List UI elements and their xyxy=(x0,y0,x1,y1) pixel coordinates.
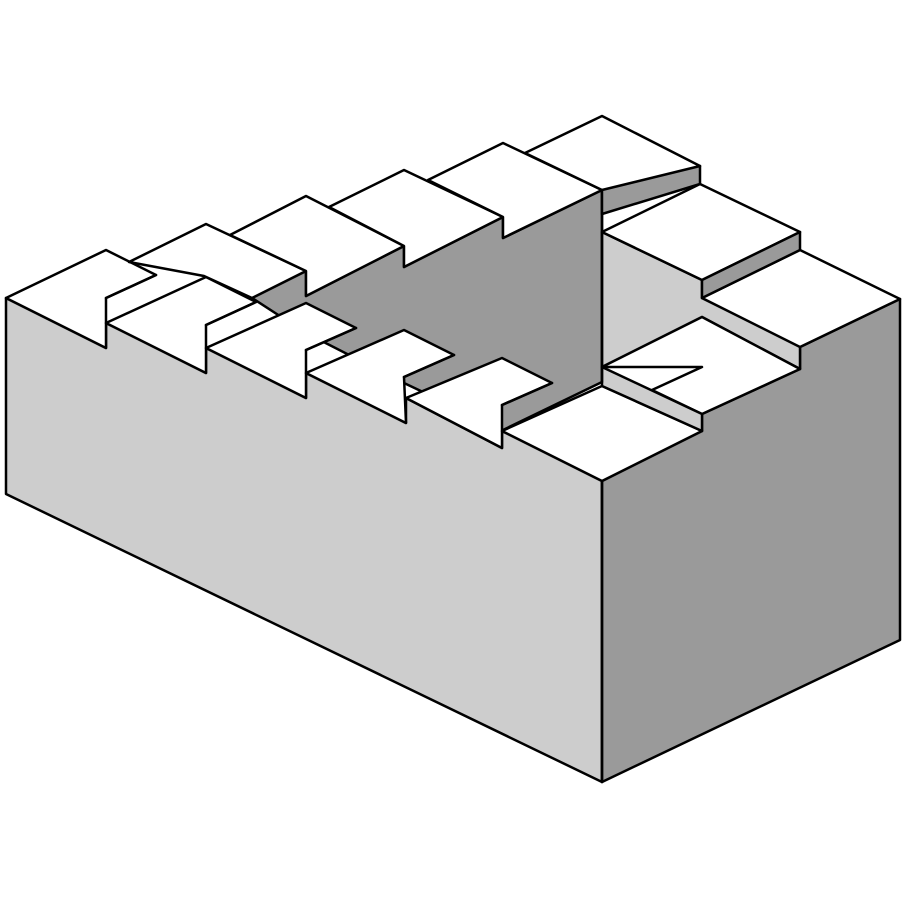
riser-a xyxy=(600,164,702,216)
edge-step-seams-front xyxy=(104,273,158,300)
edge-step-seams-front-2 xyxy=(204,300,258,327)
edge-step-seams-front-3 xyxy=(304,326,358,352)
step-9 xyxy=(327,168,505,269)
step-risers xyxy=(600,164,802,433)
edge-step-seams-front-5 xyxy=(500,381,554,407)
outline-edges xyxy=(104,212,604,784)
step-7 xyxy=(127,222,308,300)
step-8 xyxy=(228,194,406,298)
step-10 xyxy=(426,141,604,240)
riser-b xyxy=(700,230,802,300)
edge-step-seams-front-4 xyxy=(402,353,456,379)
